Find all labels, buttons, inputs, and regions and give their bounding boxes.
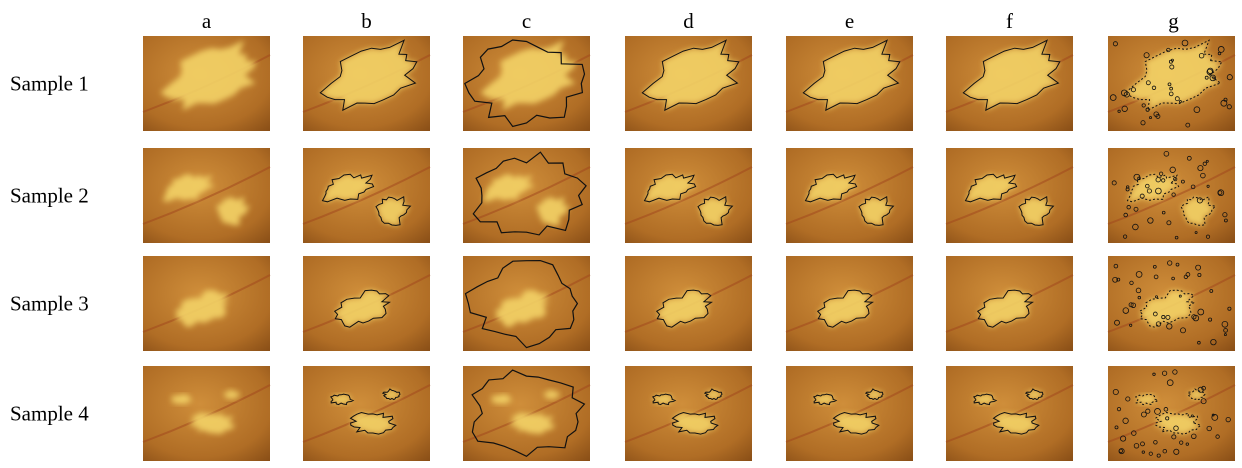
image-cell	[786, 366, 913, 461]
image-cell	[143, 256, 270, 351]
fundus-image	[786, 148, 913, 243]
fundus-image	[625, 148, 752, 243]
column-label: e	[845, 9, 854, 33]
column-label: f	[1006, 9, 1013, 33]
fundus-image	[143, 366, 270, 461]
row-label: Sample 2	[10, 184, 89, 208]
image-cell	[625, 148, 752, 243]
row-label: Sample 4	[10, 402, 89, 426]
image-cell	[946, 148, 1073, 243]
image-cell	[303, 256, 430, 351]
image-cell	[625, 256, 752, 351]
image-cell	[1108, 256, 1235, 351]
column-label: g	[1168, 9, 1179, 33]
column-label: c	[522, 9, 531, 33]
image-cell	[786, 256, 913, 351]
image-cell	[463, 148, 590, 243]
column-label: a	[202, 9, 212, 33]
fundus-image	[946, 148, 1073, 243]
image-cell	[1108, 366, 1235, 461]
image-cell	[786, 148, 913, 243]
fundus-image	[1108, 148, 1235, 243]
image-cell	[946, 36, 1073, 131]
row-label: Sample 3	[10, 292, 89, 316]
image-cell	[1108, 36, 1235, 131]
image-cell	[303, 36, 430, 131]
image-cell	[946, 256, 1073, 351]
figure: a b c d e f g Sample 1 Sample 2 Sample 3 Sample 4	[0, 0, 1242, 463]
page: abcdefgSample 1Sample 2Sample 3Sample 4 …	[0, 0, 1242, 463]
fundus-image	[143, 148, 270, 243]
image-cell	[625, 36, 752, 131]
image-cell	[1108, 148, 1235, 243]
fundus-image	[303, 148, 430, 243]
image-cell	[303, 148, 430, 243]
column-label: d	[683, 9, 694, 33]
image-cell	[143, 366, 270, 461]
image-cell	[463, 36, 590, 131]
image-cell	[463, 366, 590, 461]
image-cell	[625, 366, 752, 461]
column-label: b	[361, 9, 372, 33]
image-cell	[463, 256, 590, 351]
image-cell	[786, 36, 913, 131]
image-cell	[303, 366, 430, 461]
image-cell	[143, 148, 270, 243]
image-cell	[143, 36, 270, 131]
row-label: Sample 1	[10, 72, 89, 96]
image-cell	[946, 366, 1073, 461]
